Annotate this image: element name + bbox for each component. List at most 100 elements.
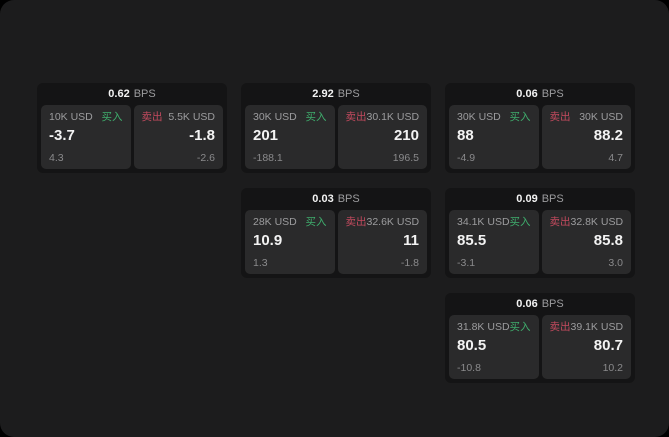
buy-pane-top: 10K USD 买入 [49, 112, 123, 123]
bps-unit-label: BPS [337, 192, 360, 205]
sell-price: 85.8 [593, 231, 623, 249]
buy-pane[interactable]: 30K USD 买入 88 -4.9 [449, 105, 539, 169]
sell-amount: 5.5K USD [168, 111, 215, 123]
sell-side-tag: 卖出 [345, 216, 367, 228]
bps-header: 0.03 BPS [241, 188, 431, 210]
buy-price: 10.9 [253, 231, 283, 249]
sell-pane[interactable]: 卖出 30K USD 88.2 4.7 [541, 105, 631, 169]
buy-amount: 31.8K USD [457, 321, 510, 333]
buy-pane[interactable]: 34.1K USD 买入 85.5 -3.1 [449, 210, 539, 274]
buy-pane-top: 28K USD 买入 [253, 217, 327, 228]
buy-price: 88 [457, 126, 474, 144]
bps-value: 0.03 [312, 192, 334, 205]
bps-value: 0.06 [516, 297, 538, 310]
buy-side-tag: 买入 [509, 111, 531, 123]
quote-card-body: 28K USD 买入 10.9 1.3 卖出 32.6K USD 11 -1.8 [241, 210, 431, 278]
sell-side-tag: 卖出 [549, 216, 571, 228]
sell-side-tag: 卖出 [345, 111, 367, 123]
buy-delta: -3.1 [457, 256, 476, 269]
sell-delta: -2.6 [196, 151, 215, 164]
buy-amount: 34.1K USD [457, 216, 510, 228]
bps-header: 0.06 BPS [445, 83, 635, 105]
buy-pane-top: 34.1K USD 买入 [457, 217, 531, 228]
buy-amount: 10K USD [49, 111, 93, 123]
buy-delta: 1.3 [253, 256, 268, 269]
buy-delta: -188.1 [253, 151, 283, 164]
buy-pane-top: 30K USD 买入 [253, 112, 327, 123]
buy-delta: -4.9 [457, 151, 476, 164]
bps-value: 0.09 [516, 192, 538, 205]
sell-amount: 39.1K USD [570, 321, 624, 333]
bps-header: 2.92 BPS [241, 83, 431, 105]
buy-side-tag: 买入 [305, 216, 327, 228]
sell-pane-top: 卖出 32.6K USD [346, 217, 420, 228]
bps-header: 0.62 BPS [37, 83, 227, 105]
sell-price: -1.8 [189, 126, 215, 144]
buy-price: 85.5 [457, 231, 487, 249]
buy-amount: 30K USD [457, 111, 501, 123]
bps-value: 2.92 [312, 87, 334, 100]
sell-pane-top: 卖出 30K USD [550, 112, 624, 123]
quote-card-body: 30K USD 买入 201 -188.1 卖出 30.1K USD 210 1… [241, 105, 431, 173]
buy-delta: 4.3 [49, 151, 64, 164]
sell-pane-top: 卖出 39.1K USD [550, 322, 624, 333]
quote-card: 0.09 BPS 34.1K USD 买入 85.5 -3.1 卖出 32.8K… [445, 188, 635, 278]
sell-amount: 32.8K USD [570, 216, 624, 228]
quote-card: 0.03 BPS 28K USD 买入 10.9 1.3 卖出 32.6K US… [241, 188, 431, 278]
sell-price: 11 [403, 231, 419, 249]
buy-pane[interactable]: 10K USD 买入 -3.7 4.3 [41, 105, 131, 169]
buy-pane[interactable]: 28K USD 买入 10.9 1.3 [245, 210, 335, 274]
sell-amount: 30K USD [579, 111, 623, 123]
buy-pane[interactable]: 30K USD 买入 201 -188.1 [245, 105, 335, 169]
quote-card-body: 10K USD 买入 -3.7 4.3 卖出 5.5K USD -1.8 -2.… [37, 105, 227, 173]
bps-unit-label: BPS [541, 297, 564, 310]
sell-price: 80.7 [593, 336, 623, 354]
sell-side-tag: 卖出 [549, 321, 571, 333]
bps-unit-label: BPS [541, 192, 564, 205]
sell-price: 210 [393, 126, 419, 144]
buy-delta: -10.8 [457, 361, 481, 374]
sell-delta: 4.7 [608, 151, 623, 164]
sell-delta: 10.2 [602, 361, 623, 374]
buy-amount: 30K USD [253, 111, 297, 123]
sell-pane-top: 卖出 32.8K USD [550, 217, 624, 228]
sell-pane[interactable]: 卖出 5.5K USD -1.8 -2.6 [133, 105, 223, 169]
quote-card-body: 30K USD 买入 88 -4.9 卖出 30K USD 88.2 4.7 [445, 105, 635, 173]
buy-price: 80.5 [457, 336, 487, 354]
sell-side-tag: 卖出 [549, 111, 571, 123]
bps-unit-label: BPS [541, 87, 564, 100]
buy-amount: 28K USD [253, 216, 297, 228]
quote-card: 2.92 BPS 30K USD 买入 201 -188.1 卖出 30.1K … [241, 83, 431, 173]
sell-pane-top: 卖出 30.1K USD [346, 112, 420, 123]
bps-unit-label: BPS [337, 87, 360, 100]
buy-pane-top: 30K USD 买入 [457, 112, 531, 123]
quote-card: 0.06 BPS 30K USD 买入 88 -4.9 卖出 30K USD 8… [445, 83, 635, 173]
sell-amount: 32.6K USD [366, 216, 420, 228]
buy-side-tag: 买入 [305, 111, 327, 123]
sell-pane[interactable]: 卖出 30.1K USD 210 196.5 [337, 105, 427, 169]
buy-pane-top: 31.8K USD 买入 [457, 322, 531, 333]
quote-card-body: 34.1K USD 买入 85.5 -3.1 卖出 32.8K USD 85.8… [445, 210, 635, 278]
quote-card: 0.62 BPS 10K USD 买入 -3.7 4.3 卖出 5.5K USD… [37, 83, 227, 173]
sell-delta: 196.5 [392, 151, 419, 164]
buy-price: -3.7 [49, 126, 75, 144]
buy-side-tag: 买入 [509, 321, 531, 333]
sell-pane[interactable]: 卖出 39.1K USD 80.7 10.2 [541, 315, 631, 379]
sell-pane[interactable]: 卖出 32.8K USD 85.8 3.0 [541, 210, 631, 274]
quote-card: 0.06 BPS 31.8K USD 买入 80.5 -10.8 卖出 39.1… [445, 293, 635, 383]
bps-unit-label: BPS [133, 87, 156, 100]
sell-delta: 3.0 [608, 256, 623, 269]
sell-pane-top: 卖出 5.5K USD [142, 112, 216, 123]
sell-price: 88.2 [593, 126, 623, 144]
buy-price: 201 [253, 126, 279, 144]
quote-card-body: 31.8K USD 买入 80.5 -10.8 卖出 39.1K USD 80.… [445, 315, 635, 383]
bps-value: 0.06 [516, 87, 538, 100]
sell-amount: 30.1K USD [366, 111, 420, 123]
bps-header: 0.06 BPS [445, 293, 635, 315]
buy-pane[interactable]: 31.8K USD 买入 80.5 -10.8 [449, 315, 539, 379]
bps-value: 0.62 [108, 87, 130, 100]
sell-delta: -1.8 [400, 256, 419, 269]
bps-header: 0.09 BPS [445, 188, 635, 210]
sell-pane[interactable]: 卖出 32.6K USD 11 -1.8 [337, 210, 427, 274]
